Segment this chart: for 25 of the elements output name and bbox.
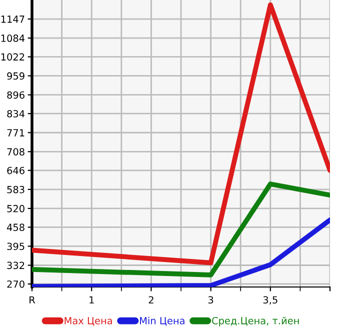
x-tick-label: R <box>30 296 36 304</box>
y-tick-label: 771 <box>7 129 24 136</box>
y-tick-label: 1147 <box>1 16 24 23</box>
x-tick-label: 3,5 <box>263 296 278 305</box>
y-tick-label: 270 <box>7 280 24 288</box>
y-tick-label: 646 <box>7 166 24 174</box>
line-series <box>32 182 330 278</box>
y-tick-label: 1084 <box>1 34 25 42</box>
legend-label: Min Цена <box>140 316 184 326</box>
y-tick-label: 896 <box>7 91 24 99</box>
y-tick-label: 1022 <box>1 53 24 61</box>
legend-label: Сред.Цена, т.йен <box>212 316 299 326</box>
x-tick-label: 2 <box>148 296 154 304</box>
line-series <box>32 2 330 266</box>
y-tick-label: 959 <box>7 72 24 80</box>
y-tick-label: 708 <box>7 148 24 156</box>
legend-label: Max Цена <box>64 317 112 326</box>
y-tick-label: 520 <box>7 204 24 212</box>
y-tick-label: 458 <box>6 224 24 232</box>
y-tick-label: 332 <box>7 262 24 270</box>
y-tick-label: 395 <box>7 242 24 250</box>
x-tick-label: 1 <box>90 296 94 304</box>
y-tick-label: 834 <box>7 110 25 118</box>
x-tick-label: 3 <box>208 296 214 304</box>
y-tick-label: 583 <box>7 186 24 194</box>
